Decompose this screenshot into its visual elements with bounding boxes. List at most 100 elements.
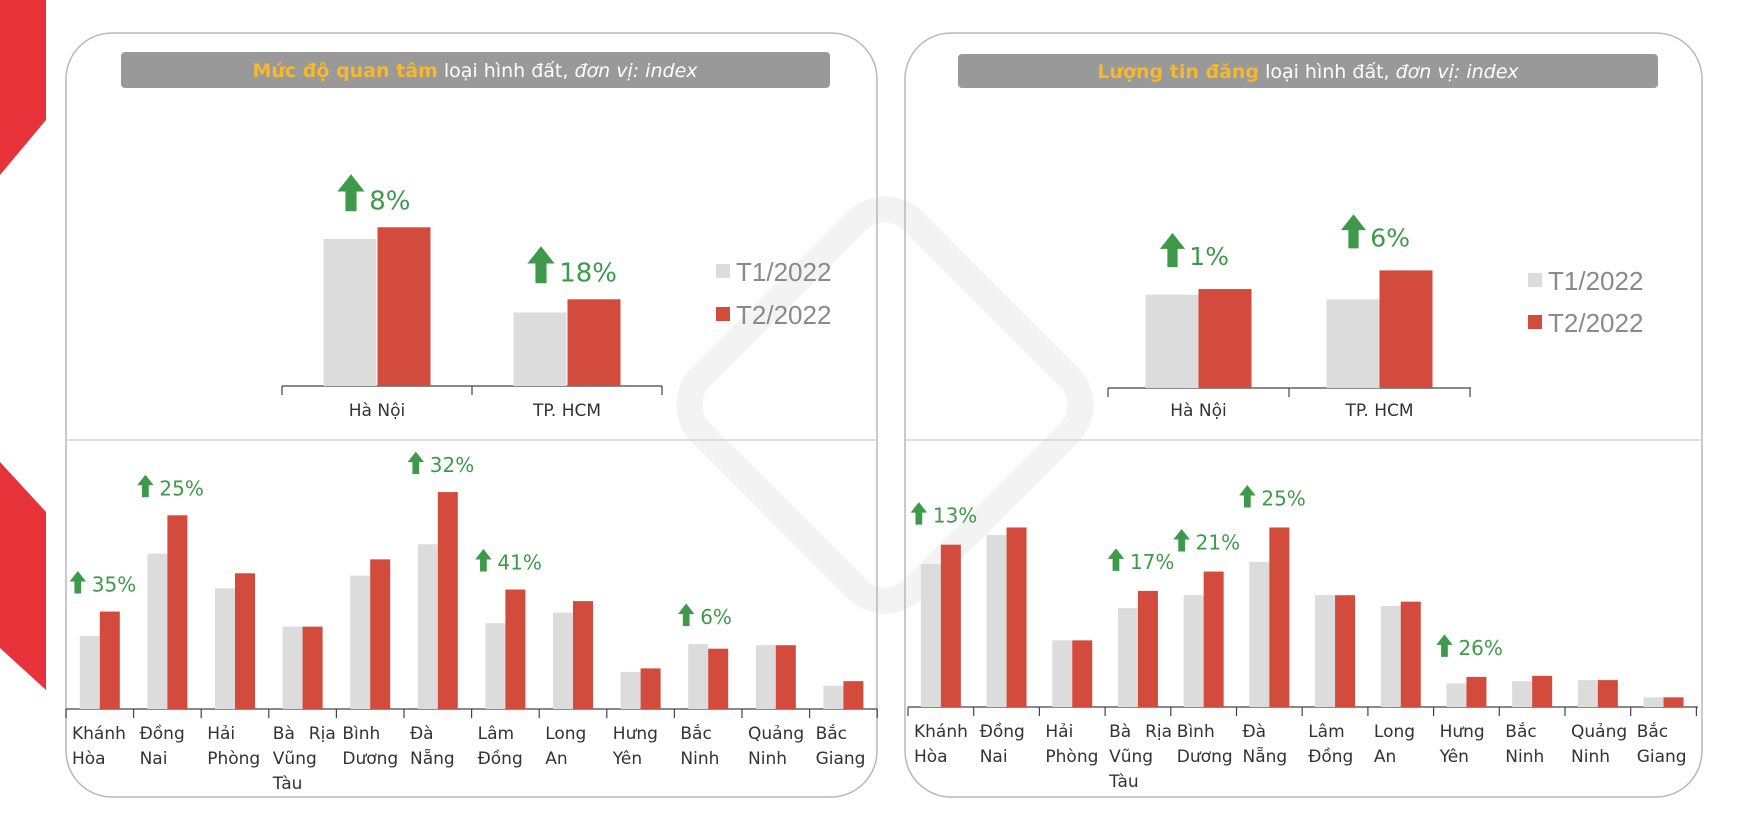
panel-listings-frame: [904, 32, 1703, 798]
bar-t1-2022: [1326, 299, 1380, 388]
x-tick-label: Đồng Nai: [980, 721, 1025, 767]
x-tick-label: Lâm Đồng: [1308, 722, 1353, 767]
listings-legend: T1/2022 T2/2022: [1528, 266, 1643, 338]
x-tick-label: Hải Phòng: [207, 724, 260, 769]
bar-t2-2022: [775, 645, 796, 709]
bar-t1-2022: [1446, 683, 1467, 707]
bar-t2-2022: [302, 626, 323, 709]
x-tick-label: Hà Nội: [349, 401, 405, 421]
bar-t1-2022: [1249, 561, 1270, 707]
change-label: 18%: [559, 258, 617, 288]
bar-t2-2022: [1006, 527, 1027, 707]
x-tick-label: Đồng Nai: [140, 723, 185, 769]
bar-t1-2022: [1643, 697, 1664, 707]
bar-t2-2022: [1400, 601, 1421, 707]
interest-legend-swatch-t2: [716, 307, 730, 321]
bar-t1-2022: [823, 685, 844, 709]
bar-t1-2022: [485, 623, 506, 709]
x-tick-label: Bắc Giang: [816, 723, 866, 769]
x-tick-label: Khánh Hòa: [72, 724, 126, 769]
bar-t2-2022: [235, 573, 255, 709]
x-tick-label: Khánh Hòa: [914, 722, 968, 767]
bar-t2-2022: [573, 601, 593, 709]
bar-t2-2022: [1663, 697, 1684, 707]
bar-t2-2022: [1466, 676, 1487, 707]
decor-layer: [0, 0, 1094, 690]
bar-t2-2022: [99, 611, 120, 709]
x-tick-label: Bà Rịa Vũng Tàu: [272, 724, 336, 794]
bar-t2-2022: [437, 492, 458, 709]
bar-t2-2022: [167, 515, 188, 709]
arrow-up-icon: [1173, 529, 1190, 552]
arrow-up-icon: [137, 474, 154, 498]
bar-t1-2022: [417, 544, 438, 709]
bar-t2-2022: [1597, 680, 1618, 707]
listings-legend-swatch-t2: [1528, 315, 1542, 329]
arrow-up-icon: [1159, 232, 1186, 268]
panel-listings-title: Lượng tin đăng loại hình đất, đơn vị: in…: [1097, 61, 1519, 83]
panel-listings-title-bar: [958, 54, 1658, 88]
panel-interest-title-bar: [121, 52, 830, 88]
arrow-up-icon: [1436, 634, 1453, 657]
panel-interest-title-rest: loại hình đất,: [438, 60, 575, 82]
panel-interest-title-highlight: Mức độ quan tâm: [252, 60, 437, 82]
bar-t1-2022: [79, 635, 100, 709]
change-label: 26%: [1458, 636, 1502, 660]
x-tick-label: Đà Nẵng: [410, 724, 455, 769]
listings-city-chart: Hà Nội 1% TP. HCM 6%: [1107, 214, 1471, 421]
interest-province-chart: Khánh Hòa 35% Đồng Nai 25% Hải Phòng Bà Rịa Vũng Tà…: [65, 451, 878, 794]
bar-t1-2022: [350, 575, 371, 709]
bar-t2-2022: [505, 589, 526, 709]
x-tick-label: TP. HCM: [1344, 401, 1413, 421]
bar-t2-2022: [1072, 640, 1093, 707]
arrow-up-icon: [677, 603, 695, 627]
change-label: 6%: [1370, 223, 1410, 252]
x-tick-label: Hải Phòng: [1045, 722, 1098, 767]
change-label: 8%: [369, 186, 410, 216]
interest-legend-swatch-t1: [716, 264, 730, 278]
listings-legend-swatch-t1: [1528, 273, 1542, 287]
change-label: 1%: [1189, 242, 1229, 271]
bar-t2-2022: [377, 227, 431, 386]
bar-t1-2022: [1512, 681, 1533, 707]
bar-t2-2022: [567, 299, 621, 386]
arrow-up-icon: [910, 502, 928, 525]
bar-t1-2022: [513, 312, 567, 386]
bar-t2-2022: [940, 544, 961, 707]
change-label: 17%: [1130, 550, 1174, 574]
panel-listings-title-rest: loại hình đất,: [1259, 61, 1396, 83]
bar-t1-2022: [1052, 640, 1073, 707]
arrow-up-icon: [1107, 548, 1125, 571]
bar-t1-2022: [1145, 294, 1199, 388]
x-tick-label: Hưng Yên: [612, 724, 658, 769]
bar-t2-2022: [1335, 595, 1356, 707]
x-tick-label: Long An: [545, 724, 586, 769]
listings-legend-label-t2: T2/2022: [1548, 308, 1643, 338]
bar-t1-2022: [1315, 595, 1336, 707]
bar-t1-2022: [1577, 680, 1598, 707]
panel-listings-title-unit: đơn vị: index: [1396, 61, 1520, 83]
watermark-logo: [676, 196, 1094, 614]
bar-t1-2022: [282, 626, 303, 709]
panel-interest: Mức độ quan tâm loại hình đất, đơn vị: i…: [65, 32, 878, 798]
arrow-up-icon: [475, 549, 492, 572]
bar-t1-2022: [1380, 605, 1401, 707]
bar-t1-2022: [1183, 595, 1204, 707]
x-tick-label: Bình Dương: [1177, 722, 1233, 767]
change-label: 25%: [159, 476, 203, 500]
bar-t2-2022: [1203, 571, 1224, 707]
arrow-up-icon: [527, 246, 555, 284]
bar-t2-2022: [1137, 590, 1158, 707]
bar-t1-2022: [920, 564, 941, 707]
panel-interest-frame: [65, 32, 878, 798]
change-label: 32%: [430, 453, 474, 477]
x-tick-label: Hà Nội: [1170, 401, 1226, 421]
arrow-up-icon: [407, 451, 425, 475]
bar-t2-2022: [1269, 527, 1290, 707]
panel-listings-title-highlight: Lượng tin đăng: [1097, 61, 1259, 83]
bar-t2-2022: [1532, 675, 1553, 707]
bar-t2-2022: [370, 559, 391, 709]
x-tick-label: Bắc Ninh: [680, 723, 719, 769]
